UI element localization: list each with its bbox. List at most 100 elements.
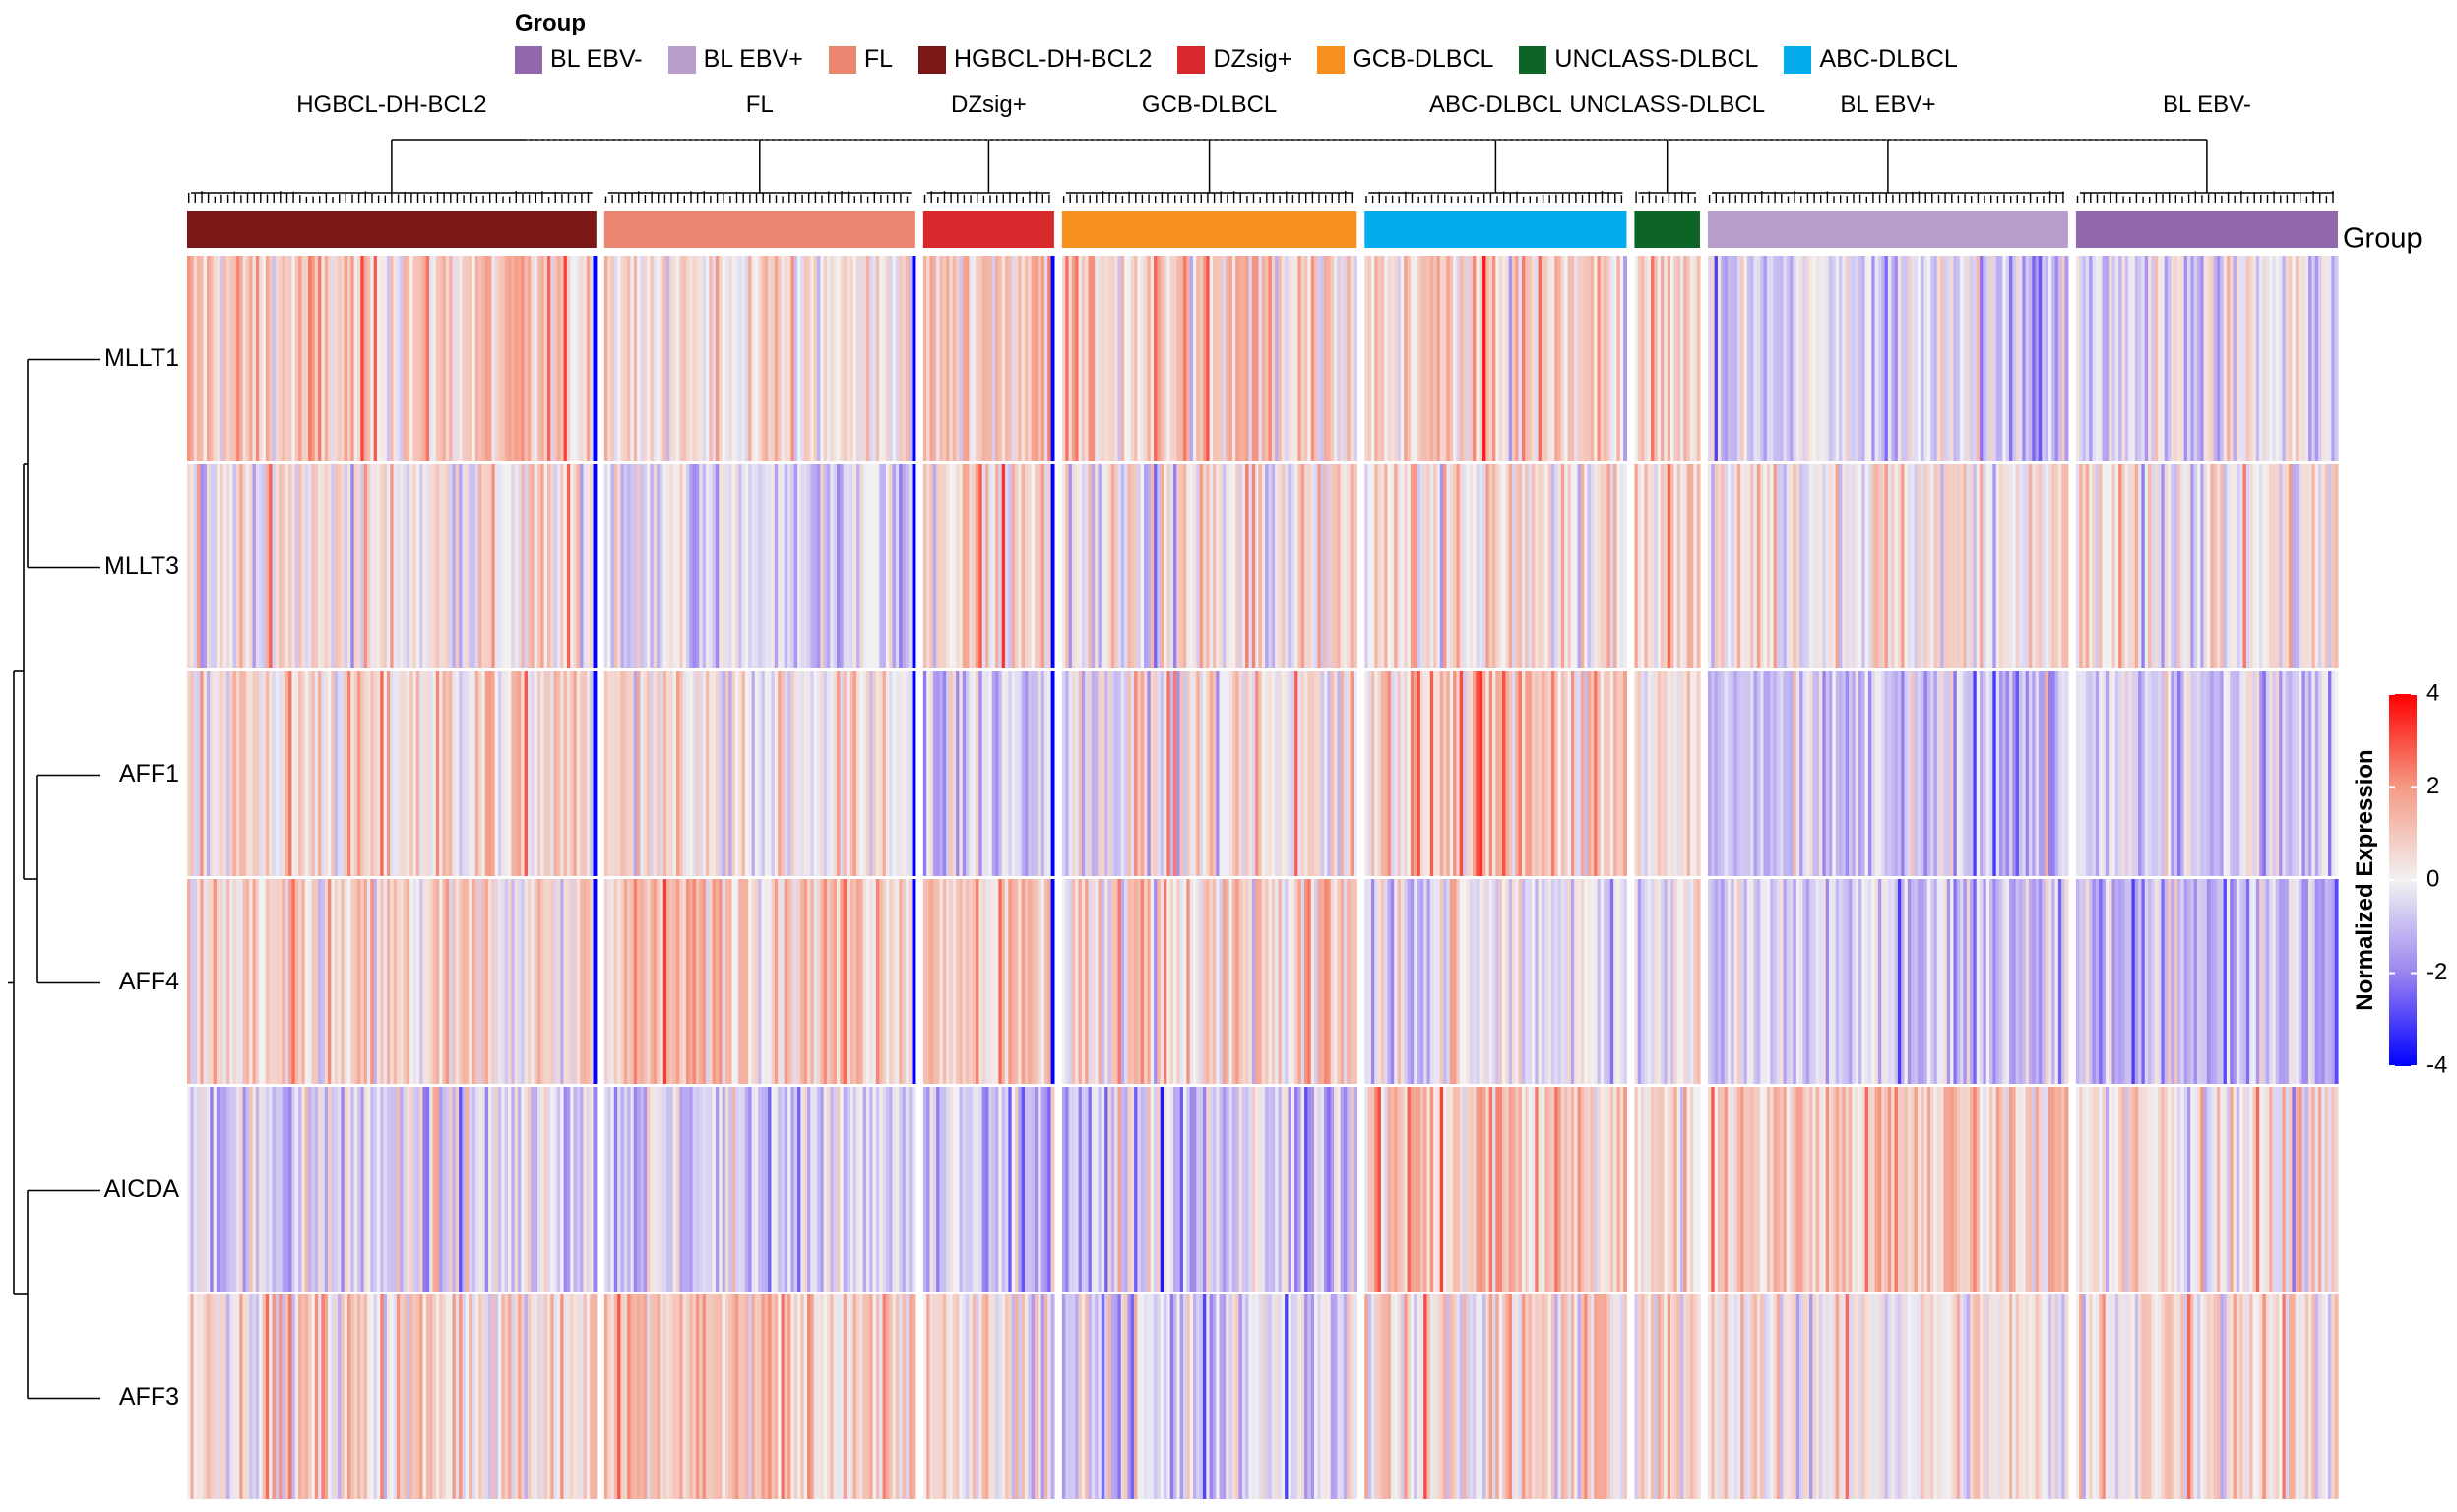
heatmap-cell: [439, 671, 444, 876]
heatmap-cell: [936, 671, 941, 876]
heatmap-cell: [1564, 1087, 1569, 1292]
heatmap-cell: [1216, 464, 1221, 668]
legend-label: ABC-DLBCL: [1819, 45, 1958, 73]
heatmap-cell: [699, 1087, 704, 1292]
heatmap-cell: [2121, 879, 2126, 1084]
heatmap-cell: [1983, 671, 1987, 876]
heatmap-cell: [2171, 879, 2175, 1084]
heatmap-cell: [1479, 464, 1483, 668]
heatmap-cell: [1206, 879, 1211, 1084]
heatmap-cell: [1676, 671, 1681, 876]
heatmap-cell: [474, 464, 479, 668]
heatmap-cell: [1960, 1294, 1965, 1499]
heatmap-cell: [1140, 1087, 1145, 1292]
heatmap-cell: [2220, 256, 2225, 461]
heatmap-cell: [1584, 256, 1589, 461]
heatmap-cell: [909, 1294, 914, 1499]
heatmap-cell: [187, 879, 191, 1084]
heatmap-cell: [517, 1294, 522, 1499]
heatmap-cell: [2279, 879, 2284, 1084]
heatmap-cell: [193, 879, 198, 1084]
heatmap-cell: [771, 671, 776, 876]
heatmap-cell: [220, 671, 224, 876]
heatmap-cell: [1209, 464, 1214, 668]
heatmap-cell: [650, 256, 655, 461]
heatmap-cell: [1485, 1087, 1490, 1292]
heatmap-cell: [1390, 879, 1395, 1084]
heatmap-cell: [942, 1294, 947, 1499]
heatmap-cell: [1976, 256, 1981, 461]
heatmap-cell: [406, 256, 410, 461]
heatmap-cell: [2311, 671, 2316, 876]
heatmap-cell: [1604, 256, 1608, 461]
heatmap-cell: [2299, 671, 2303, 876]
heatmap-cell: [1001, 256, 1006, 461]
heatmap-cell: [1095, 464, 1100, 668]
heatmap-cell: [2324, 1087, 2329, 1292]
heatmap-cell: [203, 879, 208, 1084]
heatmap-cell: [556, 1294, 561, 1499]
heatmap-cell: [2051, 1294, 2056, 1499]
heatmap-cell: [222, 256, 227, 461]
heatmap-cell: [2002, 1294, 2007, 1499]
heatmap-cell: [1101, 671, 1105, 876]
heatmap-cell: [1960, 1087, 1965, 1292]
heatmap-cell: [2233, 1087, 2237, 1292]
heatmap-cell: [1654, 879, 1659, 1084]
heatmap-cell: [1766, 879, 1771, 1084]
heatmap-cell: [850, 671, 854, 876]
heatmap-cell: [1439, 879, 1444, 1084]
heatmap-cell: [1101, 1087, 1105, 1292]
heatmap-cell: [862, 256, 867, 461]
heatmap-cell: [905, 1087, 910, 1292]
heatmap-cell: [353, 464, 358, 668]
heatmap-cell: [1130, 256, 1135, 461]
heatmap-cell: [2164, 1294, 2169, 1499]
heatmap-cell: [1733, 1087, 1738, 1292]
heatmap-cell: [2018, 879, 2023, 1084]
heatmap-cell: [1248, 256, 1253, 461]
heatmap-cell: [676, 671, 680, 876]
heatmap-cell: [232, 256, 237, 461]
heatmap-cell: [527, 879, 532, 1084]
legend-title: Group: [515, 10, 586, 36]
heatmap-cell: [637, 1087, 642, 1292]
heatmap-cell: [353, 1294, 358, 1499]
heatmap-cell: [1946, 464, 1951, 668]
heatmap-cell: [1439, 464, 1444, 668]
heatmap-cell: [1085, 256, 1090, 461]
heatmap-cell: [2082, 879, 2087, 1084]
heatmap-cell: [1667, 1087, 1671, 1292]
heatmap-cell: [383, 671, 388, 876]
heatmap-cell: [425, 1087, 430, 1292]
heatmap-cell: [1137, 464, 1142, 668]
heatmap-cell: [1770, 256, 1775, 461]
heatmap-cell: [373, 464, 378, 668]
heatmap-cell: [1387, 1294, 1392, 1499]
heatmap-cell: [627, 1087, 632, 1292]
heatmap-cell: [1673, 464, 1678, 668]
heatmap-cell: [738, 464, 743, 668]
annotation-block-5: [1634, 211, 1700, 248]
heatmap-cell: [797, 671, 802, 876]
heatmap-cell: [1278, 464, 1283, 668]
heatmap-cell: [1353, 879, 1357, 1084]
heatmap-cell: [627, 671, 632, 876]
heatmap-cell: [2186, 256, 2191, 461]
heatmap-cell: [1380, 671, 1385, 876]
heatmap-cell: [1515, 1294, 1520, 1499]
heatmap-cell: [2193, 1087, 2198, 1292]
heatmap-cell: [1202, 671, 1207, 876]
heatmap-cell: [1285, 1087, 1290, 1292]
heatmap-cell: [1756, 1087, 1761, 1292]
heatmap-cell: [1819, 1294, 1823, 1499]
heatmap-cell: [966, 1294, 971, 1499]
heatmap-cell: [517, 671, 522, 876]
heatmap-cell: [1914, 464, 1919, 668]
heatmap-cell: [275, 1294, 280, 1499]
heatmap-cell: [1394, 1294, 1399, 1499]
heatmap-cell: [1812, 671, 1817, 876]
heatmap-cell: [1960, 879, 1965, 1084]
heatmap-cell: [1557, 671, 1562, 876]
heatmap-cell: [2109, 1294, 2113, 1499]
